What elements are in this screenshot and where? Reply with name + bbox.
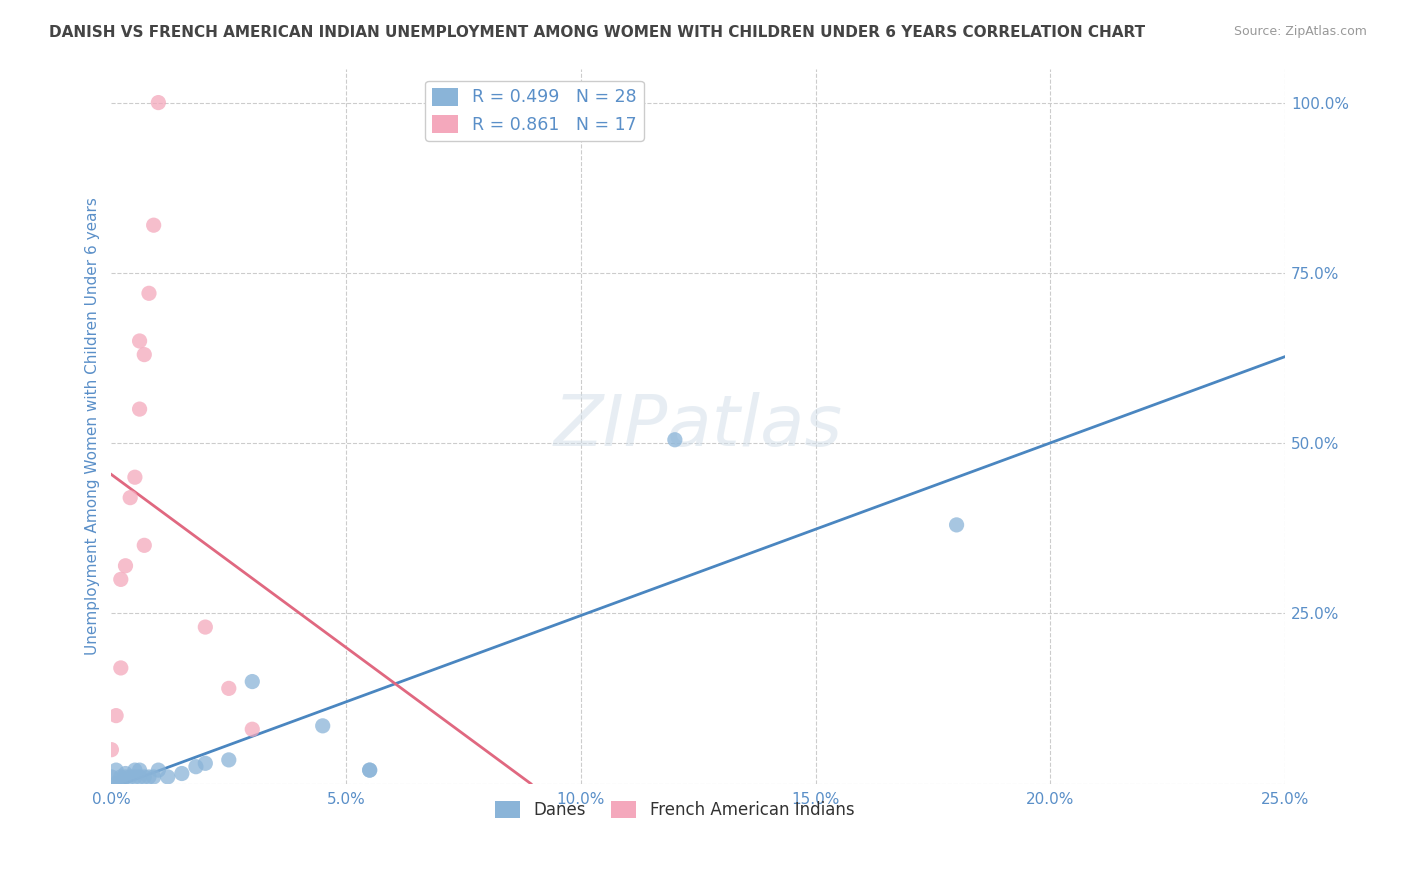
Text: DANISH VS FRENCH AMERICAN INDIAN UNEMPLOYMENT AMONG WOMEN WITH CHILDREN UNDER 6 : DANISH VS FRENCH AMERICAN INDIAN UNEMPLO… [49, 25, 1146, 40]
Point [114, 766, 136, 780]
Point [142, 770, 165, 784]
Point [110, 770, 132, 784]
Point [148, 763, 170, 777]
Point [194, 620, 217, 634]
Point [128, 763, 150, 777]
Point [120, 491, 142, 505]
Point [218, 753, 240, 767]
Text: Source: ZipAtlas.com: Source: ZipAtlas.com [1233, 25, 1367, 38]
Point [142, 218, 165, 232]
Point [114, 770, 136, 784]
Point [138, 770, 160, 784]
Point [138, 286, 160, 301]
Point [110, 573, 132, 587]
Point [240, 674, 263, 689]
Point [148, 95, 170, 110]
Point [120, 770, 142, 784]
Point [128, 334, 150, 348]
Point [156, 770, 179, 784]
Point [128, 402, 150, 417]
Point [134, 348, 156, 362]
Point [124, 763, 146, 777]
Point [312, 719, 335, 733]
Point [114, 558, 136, 573]
Point [100, 742, 122, 756]
Point [105, 763, 128, 777]
Point [110, 661, 132, 675]
Point [218, 681, 240, 696]
Y-axis label: Unemployment Among Women with Children Under 6 years: Unemployment Among Women with Children U… [86, 197, 100, 655]
Point [128, 770, 150, 784]
Point [194, 756, 217, 771]
Point [945, 517, 967, 532]
Legend: Danes, French American Indians: Danes, French American Indians [489, 794, 860, 825]
Point [100, 777, 122, 791]
Point [134, 770, 156, 784]
Point [359, 763, 381, 777]
Point [664, 433, 686, 447]
Point [124, 470, 146, 484]
Point [105, 777, 128, 791]
Text: ZIPatlas: ZIPatlas [554, 392, 842, 460]
Point [124, 770, 146, 784]
Point [359, 763, 381, 777]
Point [240, 723, 263, 737]
Point [105, 708, 128, 723]
Point [170, 766, 193, 780]
Point [134, 538, 156, 552]
Point [110, 777, 132, 791]
Point [184, 760, 207, 774]
Point [100, 770, 122, 784]
